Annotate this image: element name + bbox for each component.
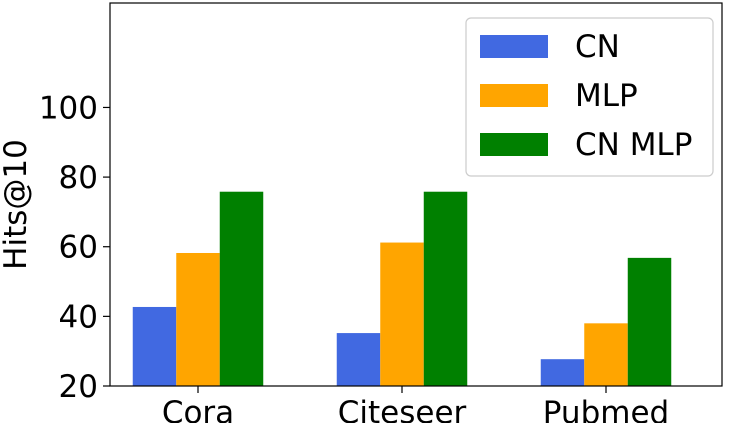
y-tick-label: 80 bbox=[59, 160, 98, 196]
bar-cn-citeseer bbox=[336, 333, 381, 386]
y-tick-label: 40 bbox=[59, 299, 98, 335]
y-tick-label: 100 bbox=[39, 90, 98, 126]
bar-cn-mlp-citeseer bbox=[423, 191, 468, 386]
legend-swatch-cn-mlp bbox=[480, 133, 548, 156]
x-tick-label-pubmed: Pubmed bbox=[543, 395, 669, 423]
x-ticks-group: Cora Citeseer Pubmed bbox=[162, 386, 669, 428]
bar-cn-mlp-pubmed bbox=[627, 257, 672, 386]
bar-cn-mlp-cora bbox=[219, 191, 264, 386]
plot-frame bbox=[109, 2, 723, 387]
legend-swatch-mlp bbox=[480, 84, 548, 107]
y-tick-label: 20 bbox=[59, 369, 98, 405]
x-tick-label-citeseer: Citeseer bbox=[338, 395, 467, 423]
legend: CN MLP CN MLP bbox=[465, 17, 714, 177]
bar-mlp-citeseer bbox=[380, 242, 424, 386]
bar-mlp-pubmed bbox=[584, 323, 628, 386]
legend-label-cn-mlp: CN MLP bbox=[575, 127, 692, 163]
bar-cn-cora bbox=[132, 306, 177, 386]
y-tick-label: 60 bbox=[59, 230, 98, 266]
legend-label-cn: CN bbox=[575, 29, 620, 65]
bar-cn-pubmed bbox=[540, 359, 585, 386]
y-ticks-group: 20 40 60 80 100 bbox=[39, 90, 110, 405]
y-axis-label: Hits@10 bbox=[0, 139, 34, 270]
x-tick-label-cora: Cora bbox=[162, 395, 234, 423]
bar-mlp-cora bbox=[176, 252, 220, 386]
bars-group bbox=[132, 191, 672, 386]
legend-label-mlp: MLP bbox=[575, 78, 638, 114]
legend-swatch-cn bbox=[480, 35, 548, 58]
